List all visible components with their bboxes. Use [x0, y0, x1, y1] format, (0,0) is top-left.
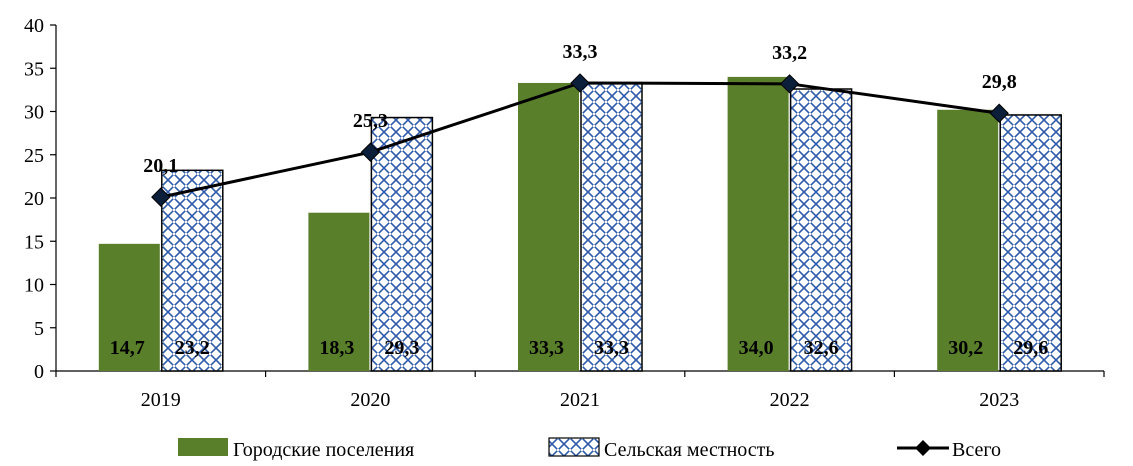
marker-total-2023	[989, 103, 1009, 123]
legend: Городские поселения Сельская местность В…	[178, 437, 1001, 461]
data-label-urban-2023: 30,2	[948, 337, 983, 359]
line-total	[160, 81, 1000, 199]
y-tick-label: 35	[24, 58, 44, 80]
data-label-rural-2022: 32,6	[804, 337, 839, 359]
y-tick-label: 40	[24, 15, 44, 37]
y-tick-label: 15	[24, 231, 44, 253]
marker-total-2021	[570, 73, 590, 93]
data-label-total-2023: 29,8	[982, 71, 1017, 93]
marker-total-2020	[360, 142, 381, 162]
data-label-rural-2023: 29,6	[1013, 337, 1048, 359]
data-label-total-2021: 33,3	[563, 41, 598, 63]
data-label-urban-2019: 14,7	[110, 337, 145, 359]
legend-marker-total	[915, 440, 931, 456]
legend-swatch-rural	[548, 437, 600, 457]
legend-label-urban: Городские поселения	[233, 439, 414, 461]
data-label-total-2022: 33,2	[772, 42, 807, 64]
legend-label-rural: Сельская местность	[604, 439, 775, 461]
x-tick-label: 2022	[770, 389, 810, 411]
data-label-urban-2020: 18,3	[319, 337, 354, 359]
bar-rural-2021	[580, 82, 643, 372]
y-tick-label: 20	[24, 188, 44, 210]
bar-urban-2022	[727, 76, 789, 372]
x-tick-label: 2020	[350, 389, 390, 411]
x-tick-label: 2019	[141, 389, 181, 411]
bar-rural-2019	[161, 169, 224, 372]
x-tick-label: 2023	[979, 389, 1019, 411]
legend-swatch-urban	[178, 438, 228, 456]
y-tick-label: 0	[34, 361, 44, 383]
data-label-total-2020: 25,3	[353, 110, 388, 132]
data-label-total-2019: 20,1	[143, 155, 178, 177]
data-label-rural-2019: 23,2	[175, 337, 210, 359]
y-tick-label: 5	[34, 318, 44, 340]
data-label-urban-2022: 34,0	[739, 337, 774, 359]
bar-urban-2020	[308, 212, 370, 371]
x-tick-label: 2021	[560, 389, 600, 411]
bar-urban-2021	[518, 82, 579, 371]
marker-total-2019	[151, 187, 171, 207]
plot-area: 0 5 10 15 20 25 30 35 40 14,7 23,2 2019 18,3 29,3 2020…	[24, 15, 1105, 411]
y-tick-label: 10	[24, 275, 44, 297]
marker-total-2022	[779, 74, 800, 94]
bar-rural-2022	[789, 88, 853, 372]
bar-urban-2019	[98, 243, 160, 371]
bar-urban-2023	[937, 109, 999, 372]
data-label-urban-2021: 33,3	[529, 337, 564, 359]
data-label-rural-2020: 29,3	[384, 337, 419, 359]
y-tick-label: 25	[24, 145, 44, 167]
data-label-rural-2021: 33,3	[594, 337, 629, 359]
y-tick-label: 30	[24, 102, 44, 124]
bar-rural-2020	[370, 116, 434, 372]
bar-rural-2023	[999, 114, 1062, 372]
legend-label-total: Всего	[952, 439, 1001, 461]
